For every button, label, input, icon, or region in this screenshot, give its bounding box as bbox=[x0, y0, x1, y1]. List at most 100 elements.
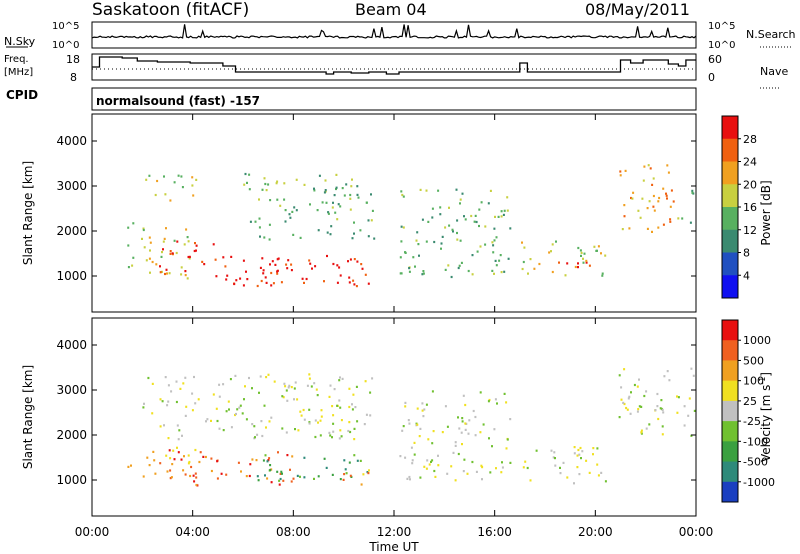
data-cell bbox=[195, 483, 198, 487]
data-cell bbox=[666, 164, 669, 167]
data-cell bbox=[669, 218, 672, 221]
data-cell bbox=[579, 249, 582, 252]
data-cell bbox=[194, 448, 197, 452]
data-cell bbox=[259, 375, 262, 378]
data-cell bbox=[509, 461, 512, 464]
data-cell bbox=[225, 410, 228, 413]
data-cell bbox=[411, 459, 414, 462]
data-cell bbox=[324, 189, 327, 192]
data-cell bbox=[326, 231, 329, 234]
data-cell bbox=[356, 459, 359, 462]
data-cell bbox=[184, 270, 187, 273]
power-panel-frame bbox=[91, 113, 697, 313]
data-cell bbox=[335, 186, 338, 189]
data-cell bbox=[261, 257, 264, 260]
velocity-panel-frame bbox=[91, 317, 697, 517]
data-cell bbox=[338, 266, 341, 269]
data-cell bbox=[127, 226, 130, 229]
data-cell bbox=[289, 468, 291, 471]
data-cell bbox=[652, 205, 655, 208]
data-cell bbox=[239, 277, 242, 280]
data-cell bbox=[687, 414, 690, 417]
data-cell bbox=[404, 401, 407, 404]
data-cell bbox=[550, 250, 552, 253]
data-cell bbox=[636, 410, 639, 413]
data-cell bbox=[638, 405, 641, 408]
data-cell bbox=[643, 394, 646, 398]
data-cell bbox=[506, 196, 509, 199]
data-cell bbox=[269, 464, 272, 467]
data-cell bbox=[303, 183, 306, 186]
data-cell bbox=[600, 471, 603, 474]
data-cell bbox=[662, 223, 665, 226]
data-cell bbox=[262, 459, 265, 462]
data-cell bbox=[296, 474, 299, 477]
data-cell bbox=[566, 262, 569, 265]
data-cell bbox=[503, 209, 506, 212]
data-cell bbox=[371, 209, 374, 212]
x-tick-label: 12:00 bbox=[377, 525, 412, 539]
data-cell bbox=[500, 271, 503, 274]
data-cell bbox=[263, 177, 266, 180]
data-cell bbox=[195, 244, 198, 247]
data-cell bbox=[278, 483, 281, 486]
data-cell bbox=[433, 240, 436, 244]
data-cell bbox=[425, 467, 428, 470]
data-cell bbox=[507, 257, 510, 260]
data-cell bbox=[481, 466, 484, 469]
data-cell bbox=[251, 387, 253, 390]
data-cell bbox=[677, 217, 680, 220]
data-cell bbox=[444, 268, 447, 271]
data-cell bbox=[159, 462, 162, 465]
y-tick-label: 4000 bbox=[56, 338, 87, 352]
data-cell bbox=[357, 196, 360, 199]
data-cell bbox=[641, 197, 644, 200]
data-cell bbox=[401, 429, 404, 432]
data-cell bbox=[500, 471, 503, 474]
data-cell bbox=[551, 270, 554, 274]
data-cell bbox=[359, 229, 362, 232]
data-cell bbox=[270, 416, 273, 419]
data-cell bbox=[500, 215, 503, 218]
data-cell bbox=[448, 224, 451, 227]
data-cell bbox=[159, 425, 162, 428]
data-cell bbox=[185, 405, 188, 408]
nsky-label: N.Sky bbox=[4, 35, 36, 48]
data-cell bbox=[267, 183, 270, 186]
data-cell bbox=[233, 282, 236, 286]
colorbar-segment bbox=[722, 360, 738, 382]
data-cell bbox=[222, 256, 225, 259]
data-cell bbox=[487, 202, 490, 205]
data-cell bbox=[284, 209, 287, 212]
data-cell bbox=[558, 261, 560, 264]
data-cell bbox=[640, 431, 643, 434]
data-cell bbox=[573, 482, 575, 485]
data-cell bbox=[210, 419, 212, 422]
data-cell bbox=[299, 475, 301, 478]
data-cell bbox=[660, 399, 663, 402]
data-cell bbox=[296, 398, 299, 401]
data-cell bbox=[340, 419, 343, 422]
data-cell bbox=[329, 233, 332, 236]
data-cell bbox=[351, 403, 353, 406]
data-cell bbox=[331, 206, 334, 209]
data-cell bbox=[640, 429, 643, 432]
data-cell bbox=[263, 404, 266, 407]
data-cell bbox=[566, 476, 569, 479]
data-cell bbox=[456, 238, 459, 241]
data-cell bbox=[258, 198, 260, 201]
data-cell bbox=[428, 463, 431, 466]
data-cell bbox=[402, 226, 405, 229]
data-cell bbox=[450, 275, 453, 279]
data-cell bbox=[165, 268, 168, 271]
data-cell bbox=[317, 475, 320, 478]
data-cell bbox=[349, 258, 352, 261]
data-cell bbox=[479, 431, 482, 434]
data-cell bbox=[187, 454, 190, 457]
data-cell bbox=[604, 480, 607, 483]
data-cell bbox=[224, 265, 227, 268]
data-cell bbox=[319, 434, 322, 437]
data-cell bbox=[459, 202, 461, 205]
data-cell bbox=[689, 221, 692, 224]
data-cell bbox=[197, 398, 200, 401]
